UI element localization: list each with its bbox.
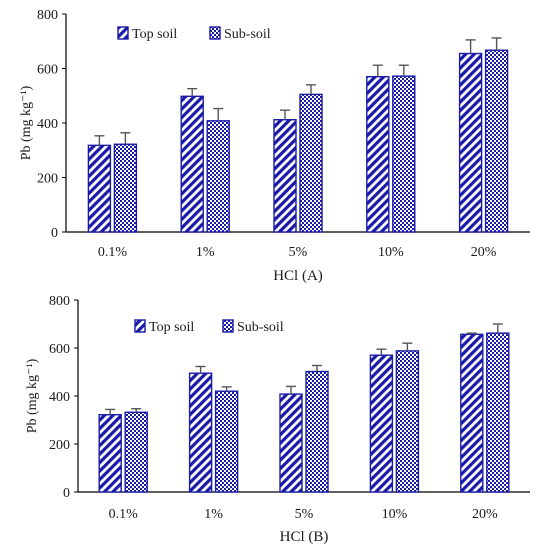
bar-top-soil xyxy=(369,354,394,493)
legend-swatch-sub-soil xyxy=(222,319,234,333)
bar-sub-soil xyxy=(392,75,416,233)
legend-label: Sub-soil xyxy=(237,320,284,335)
x-tick-label: 10% xyxy=(378,245,404,260)
y-tick-label: 200 xyxy=(49,438,70,453)
x-tick-label: 0.1% xyxy=(98,245,128,260)
x-axis-label: HCl (B) xyxy=(280,529,329,545)
y-axis-label: Pb (mg kg⁻¹) xyxy=(25,358,40,433)
legend-swatch-sub-soil xyxy=(209,26,221,40)
y-tick-label: 400 xyxy=(49,390,70,405)
y-tick-label: 0 xyxy=(51,226,58,241)
x-tick-label: 1% xyxy=(196,245,215,260)
y-tick-label: 0 xyxy=(63,486,70,501)
bar-sub-soil xyxy=(214,390,239,493)
x-tick-label: 20% xyxy=(472,507,498,522)
bar-sub-soil xyxy=(484,49,509,233)
bar-sub-soil xyxy=(299,93,323,233)
bar-top-soil xyxy=(279,393,303,493)
x-tick-label: 1% xyxy=(204,507,223,522)
y-tick-label: 200 xyxy=(37,172,58,187)
bar-top-soil xyxy=(180,95,204,233)
legend-label: Top soil xyxy=(149,320,194,335)
x-axis-label: HCl (A) xyxy=(273,268,323,284)
y-tick-label: 800 xyxy=(49,294,70,309)
bar-sub-soil xyxy=(113,143,138,233)
bar-top-soil xyxy=(87,144,112,233)
bar-top-soil xyxy=(98,414,122,493)
legend-label: Top soil xyxy=(132,27,177,42)
chart-panel-b: 0 200 400 600 800 0.1% 1% 5% 10% 20% HCl (B) Pb (mg… xyxy=(25,294,530,545)
bar-top-soil xyxy=(273,119,297,233)
y-axis-label: Pb (mg kg⁻¹) xyxy=(19,85,34,160)
bar-top-soil xyxy=(460,333,484,493)
y-tick-label: 600 xyxy=(37,63,58,78)
bar-top-soil xyxy=(458,52,483,233)
legend-swatch-top-soil xyxy=(134,319,146,333)
x-tick-label: 0.1% xyxy=(109,507,139,522)
x-tick-label: 5% xyxy=(289,245,308,260)
y-tick-label: 400 xyxy=(37,117,58,132)
x-tick-label: 10% xyxy=(382,507,408,522)
y-tick-label: 600 xyxy=(49,342,70,357)
bar-sub-soil xyxy=(305,370,329,493)
legend-swatch-top-soil xyxy=(117,26,129,40)
bar-top-soil xyxy=(188,372,213,493)
bar-sub-soil xyxy=(486,332,510,493)
bar-top-soil xyxy=(366,75,390,233)
x-tick-label: 5% xyxy=(295,507,314,522)
bar-sub-soil xyxy=(206,120,230,233)
bar-sub-soil xyxy=(395,350,420,493)
legend-label: Sub-soil xyxy=(224,27,271,42)
x-tick-label: 20% xyxy=(471,245,497,260)
bar-sub-soil xyxy=(124,411,148,493)
chart-panel-a: 0 200 400 600 800 0.1% 1% 5% 10% 20% HCl (A) Pb (mg… xyxy=(19,8,530,284)
y-tick-label: 800 xyxy=(37,8,58,23)
